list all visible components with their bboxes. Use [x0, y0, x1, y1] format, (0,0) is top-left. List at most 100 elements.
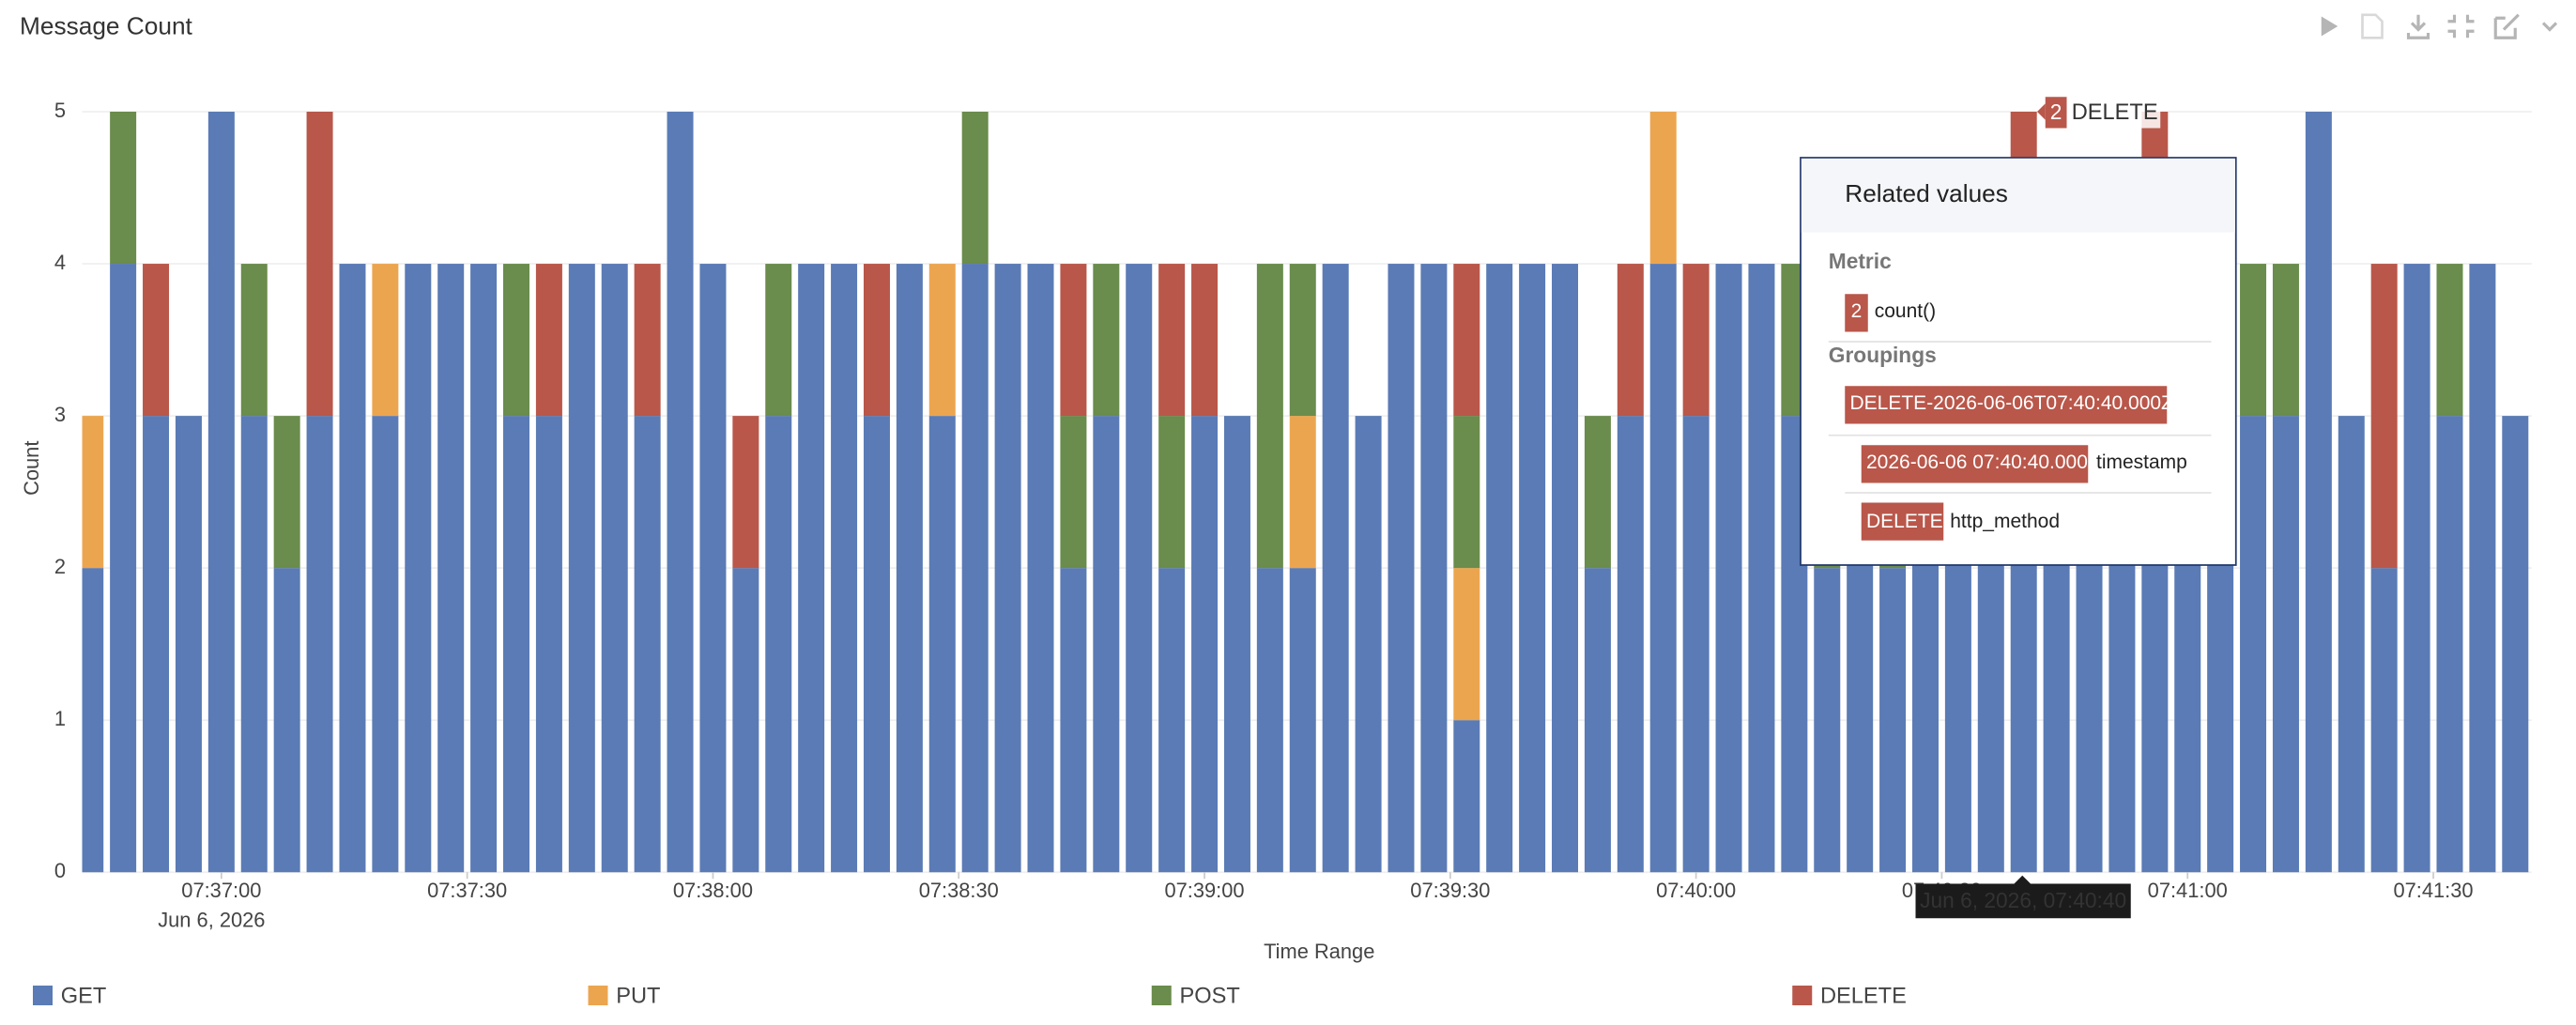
bar-segment — [2370, 264, 2398, 569]
popover-header — [1801, 158, 2235, 233]
bar-segment — [437, 264, 465, 873]
bar-segment — [339, 264, 366, 873]
hover-pointer — [2037, 103, 2046, 120]
method-field: http_method — [1950, 511, 2060, 532]
bar-segment — [601, 264, 628, 873]
bar-segment — [306, 416, 333, 873]
bar-segment — [1191, 416, 1219, 873]
timestamp-box — [1861, 445, 2089, 483]
bar-segment — [240, 264, 268, 417]
bar-segment — [1748, 264, 1775, 873]
related-values-popover: Related values Metric 2 count() Grouping… — [1800, 157, 2237, 566]
bar-segment — [1256, 264, 1283, 569]
x-axis-label: Time Range — [1264, 940, 1374, 963]
method-box — [1861, 502, 1944, 541]
bar-segment — [2272, 416, 2299, 873]
chart-title: Message Count — [20, 12, 193, 40]
download-icon[interactable] — [2406, 14, 2430, 39]
bar-segment — [1027, 264, 1054, 873]
hover-count: 2 — [2050, 99, 2062, 124]
bar-segment — [273, 416, 300, 569]
bar-segment — [1584, 416, 1611, 569]
bar-segment — [831, 264, 858, 873]
bar-segment — [961, 264, 989, 873]
bar-segment — [2338, 416, 2365, 873]
bar-segment — [1158, 568, 1186, 873]
toolbar — [2321, 13, 2558, 39]
bar-segment — [1617, 416, 1644, 873]
bar-segment — [2305, 112, 2332, 873]
edit-icon[interactable] — [2493, 13, 2520, 39]
bar-segment — [372, 264, 399, 417]
y-tick-label: 1 — [54, 707, 66, 730]
metric-heading: Metric — [1829, 249, 1892, 273]
bar-segment — [928, 264, 956, 417]
bar-segment — [1453, 416, 1480, 569]
y-tick-label: 4 — [54, 251, 66, 274]
popover-title: Related values — [1845, 179, 2008, 207]
y-tick-label: 0 — [54, 859, 66, 882]
bar-segment — [1453, 568, 1480, 721]
bar-segment — [1420, 264, 1448, 873]
bar-segment — [2436, 416, 2463, 873]
bar-segment — [699, 264, 727, 873]
bar-segment — [2240, 416, 2267, 873]
bar-segment — [1355, 416, 1382, 873]
x-tick-label: 07:39:00 — [1164, 879, 1244, 902]
bar-segment — [1256, 568, 1283, 873]
bar-segment — [896, 264, 923, 873]
legend: GET PUT POST DELETE — [33, 984, 1907, 1008]
bar-segment — [372, 416, 399, 873]
bar-segment — [928, 416, 956, 873]
bar-segment — [1060, 416, 1087, 569]
method-value: DELETE — [1866, 511, 1943, 532]
bar-segment — [1519, 264, 1546, 873]
copy-icon[interactable] — [2361, 13, 2384, 39]
group-key-box — [1845, 386, 2168, 424]
bar-segment — [1649, 264, 1677, 873]
x-tick-label: 07:39:30 — [1410, 879, 1490, 902]
timestamp-field: timestamp — [2096, 451, 2187, 473]
timestamp-value: 2026-06-06 07:40:40.000 — [1866, 451, 2088, 473]
bar-segment — [207, 112, 235, 873]
bar-segment — [1093, 416, 1120, 873]
bar-segment — [306, 112, 333, 417]
bar-segment — [470, 264, 498, 873]
bar-segment — [1322, 264, 1349, 873]
bar-segment — [273, 568, 300, 873]
x-tick-label: 07:37:00 — [181, 879, 261, 902]
bar-segment — [1126, 264, 1153, 873]
bar-segment — [240, 416, 268, 873]
bar-segment — [1191, 264, 1219, 417]
run-icon[interactable] — [2321, 16, 2338, 37]
bar-segment — [2403, 264, 2430, 873]
bar-segment — [110, 264, 137, 873]
bar-segment — [961, 112, 989, 265]
x-tick-label: 07:41:00 — [2148, 879, 2228, 902]
x-tick-sublabel: Jun 6, 2026 — [158, 909, 265, 932]
bar-segment — [863, 264, 890, 417]
menu-icon[interactable] — [2541, 22, 2558, 32]
bar-segment — [535, 416, 562, 873]
metric-name: count() — [1875, 300, 1936, 322]
bar-segment — [1158, 416, 1186, 569]
bar-segment — [1649, 112, 1677, 265]
bar-segment — [2370, 568, 2398, 873]
legend-swatch — [1792, 986, 1813, 1005]
x-tick-label: 07:37:30 — [427, 879, 507, 902]
bar-segment — [634, 416, 661, 873]
bar-segment — [1060, 264, 1087, 417]
bar-segment — [1158, 264, 1186, 417]
bar-segment — [1223, 416, 1250, 873]
bar-segment — [798, 264, 825, 873]
legend-swatch — [33, 986, 53, 1005]
bar-segment — [175, 416, 202, 873]
bar-segment — [2469, 264, 2496, 873]
bar-segment — [1453, 264, 1480, 417]
bar-segment — [568, 264, 595, 873]
hover-label: 2 DELETE — [2037, 97, 2161, 129]
cursor-pointer — [2014, 875, 2031, 884]
fullscreen-icon[interactable] — [2447, 14, 2475, 38]
x-tick-label: 07:38:00 — [673, 879, 753, 902]
